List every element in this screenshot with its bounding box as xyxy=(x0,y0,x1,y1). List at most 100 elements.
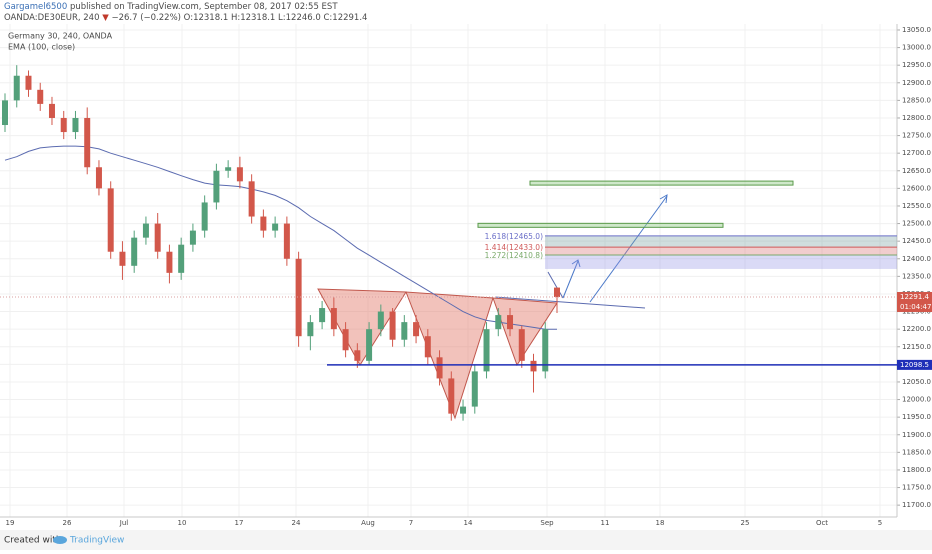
candle-body xyxy=(154,223,161,252)
x-tick-label: 25 xyxy=(741,519,750,527)
y-tick-label: 12350.0 xyxy=(902,272,931,280)
y-tick-label: 11750.0 xyxy=(902,484,931,492)
x-tick-label: 10 xyxy=(178,519,187,527)
candle-body xyxy=(319,308,326,323)
change: −26.7 (−0.22%) xyxy=(111,13,181,23)
arrow-head xyxy=(659,194,668,204)
x-tick-label: Oct xyxy=(816,519,828,527)
y-tick-label: 11850.0 xyxy=(902,448,931,456)
fib-zone xyxy=(545,247,897,255)
x-tick-label: 24 xyxy=(292,519,301,527)
y-tick-label: 11900.0 xyxy=(902,431,931,439)
arrows xyxy=(562,194,668,303)
y-tick-label: 11950.0 xyxy=(902,413,931,421)
x-tick-label: 7 xyxy=(409,519,413,527)
last-price-tag xyxy=(897,291,932,312)
y-tick-label: 12050.0 xyxy=(902,378,931,386)
candle-body xyxy=(25,75,32,90)
y-tick-label: 12550.0 xyxy=(902,202,931,210)
candle-body xyxy=(248,181,255,217)
close: C:12291.4 xyxy=(324,13,368,23)
candle-body xyxy=(131,237,138,266)
candle-body xyxy=(554,287,560,297)
neckline xyxy=(494,296,646,309)
arrow xyxy=(562,260,579,299)
candle-body xyxy=(225,167,232,171)
candle-body xyxy=(178,244,185,273)
y-tick-label: 12500.0 xyxy=(902,220,931,228)
y-tick-label: 12700.0 xyxy=(902,149,931,157)
change-arrow: ▼ xyxy=(102,13,109,23)
candle-body xyxy=(260,216,267,231)
y-tick-label: 12000.0 xyxy=(902,396,931,404)
countdown: 01:04:47 xyxy=(900,303,931,311)
high: H:12318.1 xyxy=(231,13,275,23)
candle-body xyxy=(507,315,514,330)
candle-body xyxy=(166,251,173,273)
y-tick-label: 12900.0 xyxy=(902,79,931,87)
candle-body xyxy=(483,329,490,372)
candle-body xyxy=(413,322,420,337)
y-tick-label: 12650.0 xyxy=(902,167,931,175)
y-tick-label: 11700.0 xyxy=(902,501,931,509)
ema-line xyxy=(4,145,557,330)
candle-body xyxy=(530,360,537,372)
candle-body xyxy=(72,117,79,133)
x-tick-label: Aug xyxy=(361,519,375,527)
candle-body xyxy=(295,258,302,337)
candle-body xyxy=(213,170,220,203)
y-tick-label: 12200.0 xyxy=(902,325,931,333)
candle-body xyxy=(142,223,149,238)
candle-body xyxy=(471,371,478,407)
candle-body xyxy=(236,167,243,182)
x-tick-label: 5 xyxy=(878,519,882,527)
plot: 1.618(12465.0) 1.414(12433.0)1.272(12410.… xyxy=(0,65,897,421)
brand-logo xyxy=(53,536,67,544)
symbol: OANDA:DE30EUR, 240 xyxy=(4,13,100,23)
candle-body xyxy=(389,311,396,340)
candle-body xyxy=(377,311,384,330)
candle-body xyxy=(401,322,408,340)
candle-body xyxy=(542,329,549,372)
fib-label: 1.414(12433.0) xyxy=(485,243,543,252)
arrow xyxy=(589,195,668,303)
zigzag xyxy=(547,271,564,299)
fib-zone xyxy=(545,235,897,248)
candle-body xyxy=(201,202,208,231)
candle-body xyxy=(518,329,525,361)
x-tick-label: 18 xyxy=(656,519,665,527)
candle-body xyxy=(84,117,91,168)
candle-body xyxy=(272,223,279,231)
candle-body xyxy=(342,329,349,351)
candle-body xyxy=(119,251,126,266)
x-tick-label: Sep xyxy=(540,519,554,527)
candle-body xyxy=(436,357,443,379)
y-tick-label: 12600.0 xyxy=(902,184,931,192)
candle-body xyxy=(424,336,431,358)
x-tick-label: 17 xyxy=(235,519,244,527)
brand[interactable]: TradingView xyxy=(69,536,124,546)
y-tick-label: 12950.0 xyxy=(902,61,931,69)
target-box xyxy=(477,222,724,228)
candle-body xyxy=(330,308,337,330)
header-line-1: Gargamel6500 published on TradingView.co… xyxy=(4,2,338,12)
legend-title: Germany 30, 240, OANDA xyxy=(8,32,113,41)
y-tick-label: 12800.0 xyxy=(902,114,931,122)
x-tick-label: Jul xyxy=(119,519,129,527)
last-price-label: 12291.4 xyxy=(900,293,929,301)
candle-body xyxy=(460,406,467,414)
fib-label: 1.618(12465.0) xyxy=(485,232,543,241)
fib-zone xyxy=(545,254,897,269)
right-shoulder xyxy=(492,297,558,367)
y-tick-label: 13050.0 xyxy=(902,26,931,34)
y-tick-label: 13000.0 xyxy=(902,44,931,52)
open: O:12318.1 xyxy=(184,13,229,23)
footer-bar xyxy=(0,530,932,550)
candle-body xyxy=(95,167,102,189)
published-text: published on TradingView.com, September … xyxy=(70,2,338,12)
publisher[interactable]: Gargamel6500 xyxy=(4,2,67,12)
fib-label: 1.272(12410.8) xyxy=(485,251,543,260)
legend-indicator: EMA (100, close) xyxy=(8,43,75,52)
